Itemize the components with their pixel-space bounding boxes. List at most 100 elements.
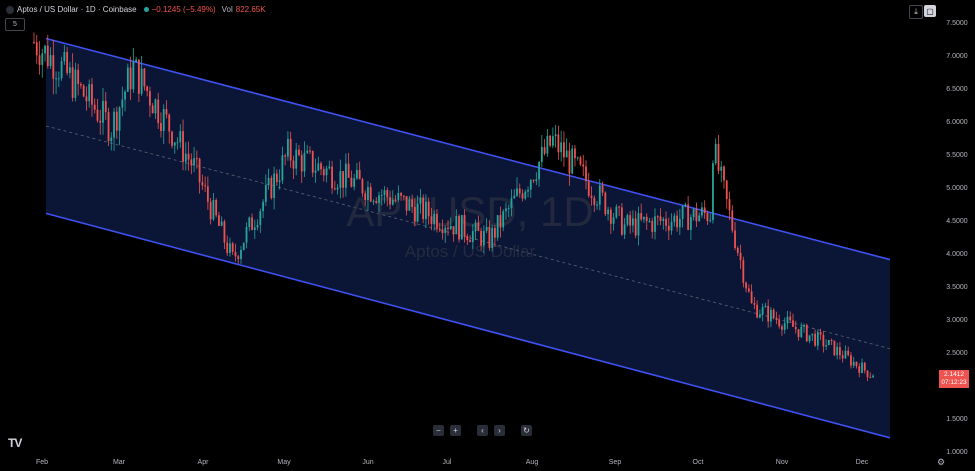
candle-body <box>204 185 207 187</box>
candle-body <box>129 67 132 90</box>
candle-body <box>436 213 438 229</box>
candle-body <box>419 197 422 204</box>
candle-body <box>665 218 667 226</box>
price-tick-label: 1.5000 <box>946 416 968 423</box>
candle-body <box>292 160 295 169</box>
candle-body <box>808 335 811 342</box>
candle-body <box>557 134 560 153</box>
candle-body <box>712 163 714 221</box>
candle-body <box>267 177 270 186</box>
fullscreen-icon[interactable]: ▢ <box>924 5 936 17</box>
candle-body <box>609 209 612 224</box>
candle-body <box>126 67 129 92</box>
candle-body <box>102 100 104 123</box>
candle-body <box>380 195 383 197</box>
candle-body <box>596 204 598 206</box>
candle-body <box>833 340 836 356</box>
candle-body <box>402 195 405 197</box>
candle-body <box>872 375 874 378</box>
candle-body <box>389 197 391 205</box>
candle-body <box>71 67 74 98</box>
settings-gear-icon[interactable]: ⚙ <box>937 457 946 467</box>
candle-body <box>231 243 234 252</box>
indicators-toggle-button[interactable]: 5 <box>5 18 25 31</box>
candle-body <box>162 109 165 132</box>
candle-body <box>604 192 607 215</box>
candle-body <box>612 217 615 224</box>
candle-body <box>137 59 140 94</box>
candle-body <box>52 55 55 79</box>
candle-body <box>378 195 380 203</box>
candle-body <box>386 190 389 198</box>
candle-body <box>253 227 256 230</box>
symbol-title[interactable]: Aptos / US Dollar · 1D · Coinbase <box>17 5 137 14</box>
candle-body <box>110 137 113 142</box>
candle-body <box>187 153 190 160</box>
candle-body <box>535 179 538 181</box>
time-axis[interactable]: Feb Mar Apr May Jun Jul Aug Sep Oct Nov Dec <box>36 459 869 466</box>
candle-body <box>314 170 317 173</box>
candle-body <box>469 240 471 243</box>
candle-body <box>195 158 198 160</box>
price-tick-label: 4.0000 <box>946 251 968 258</box>
candle-body <box>275 173 278 183</box>
candle-body <box>643 216 645 220</box>
zoom-out-button[interactable]: − <box>433 425 444 436</box>
candle-body <box>215 199 218 216</box>
candle-body <box>68 67 71 73</box>
candle-body <box>568 150 571 174</box>
candle-body <box>347 163 350 178</box>
candle-body <box>745 282 747 289</box>
candle-body <box>811 333 814 336</box>
zoom-in-button[interactable]: + <box>450 425 461 436</box>
scroll-left-button[interactable]: ‹ <box>477 425 488 436</box>
time-tick-label: Jul <box>443 459 452 466</box>
candle-body <box>681 206 684 219</box>
candle-body <box>458 216 460 240</box>
candle-body <box>438 228 441 230</box>
scroll-right-button[interactable]: › <box>494 425 505 436</box>
candle-body <box>518 188 521 194</box>
indicators-count: 5 <box>13 21 17 28</box>
candle-body <box>331 166 333 189</box>
candle-body <box>245 227 248 243</box>
candle-body <box>361 179 364 194</box>
candle-body <box>538 161 540 180</box>
download-icon[interactable]: ⤓ <box>909 5 923 19</box>
candle-body <box>77 69 80 85</box>
candle-body <box>529 180 532 190</box>
candle-body <box>33 41 35 43</box>
candle-body <box>764 305 767 308</box>
aptos-logo-icon <box>6 5 14 14</box>
reset-chart-button[interactable]: ↻ <box>521 425 532 436</box>
candle-body <box>157 99 160 124</box>
candle-body <box>783 323 786 330</box>
tradingview-logo[interactable]: TV <box>8 436 22 450</box>
candle-body <box>146 86 149 92</box>
candle-body <box>441 229 444 234</box>
candle-body <box>739 252 742 261</box>
candle-body <box>113 111 115 138</box>
candle-body <box>692 209 695 218</box>
candle-body <box>598 185 601 205</box>
candle-body <box>758 314 761 318</box>
candle-body <box>218 215 220 226</box>
candle-body <box>63 52 66 62</box>
candle-body <box>714 143 717 164</box>
candle-body <box>480 230 483 246</box>
candle-body <box>93 104 96 110</box>
candle-body <box>264 185 267 202</box>
candle-body <box>179 131 182 143</box>
price-tick-label: 5.0000 <box>946 185 968 192</box>
time-tick-label: May <box>277 459 291 466</box>
candle-body <box>725 180 728 200</box>
candle-body <box>805 324 808 342</box>
candle-body <box>847 350 850 356</box>
time-tick-label: Feb <box>36 459 48 466</box>
candle-body <box>750 291 753 304</box>
candle-body <box>160 123 162 132</box>
candle-body <box>819 332 822 335</box>
price-axis[interactable]: 1.00001.50002.00002.50003.00003.50004.00… <box>946 20 968 456</box>
candle-body <box>510 198 513 208</box>
